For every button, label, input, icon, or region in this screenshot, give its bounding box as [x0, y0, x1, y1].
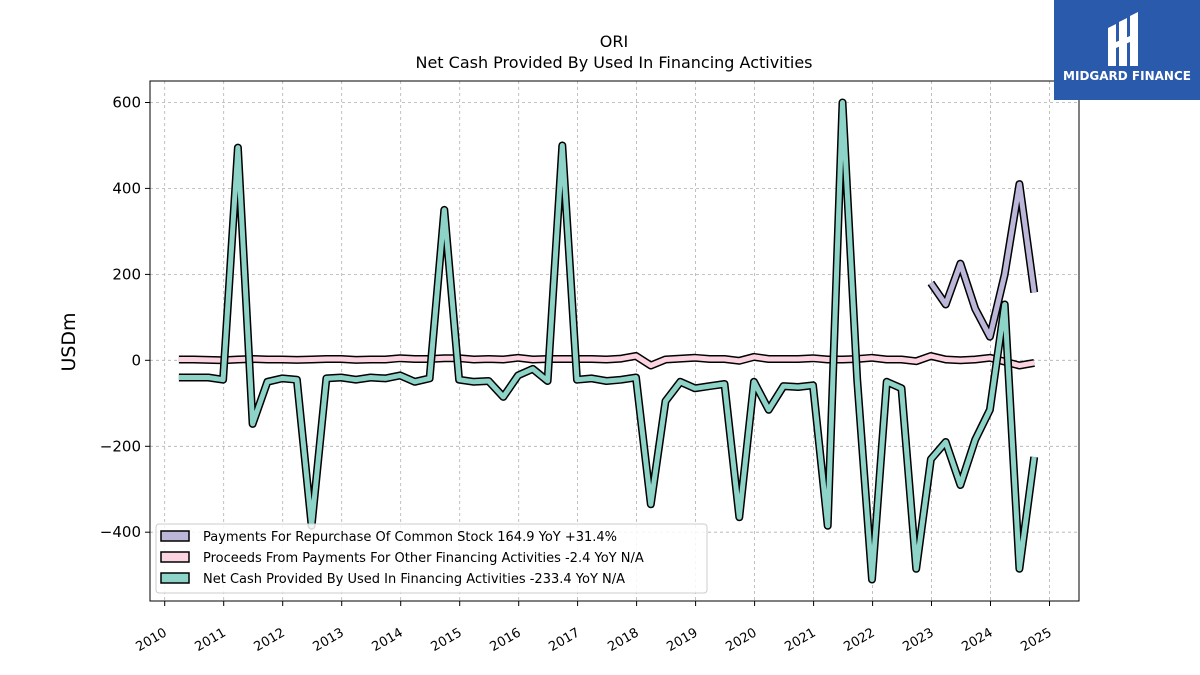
- y-ticks: −400 −200 0 200 400 600: [100, 94, 150, 541]
- grid: [150, 81, 1079, 601]
- y-tick-label: 600: [112, 94, 141, 112]
- x-ticks: 2010 2011 2012 2013 2014 2015 2016 2017 2018 2019…: [134, 601, 1055, 655]
- series-line: [178, 100, 1037, 582]
- plot-frame: [149, 80, 1080, 602]
- x-tick-label: 2022: [841, 625, 877, 655]
- x-tick-label: 2016: [488, 625, 524, 655]
- legend-swatch-repurchase: [160, 530, 190, 542]
- x-tick-label: 2011: [193, 625, 229, 655]
- x-tick-label: 2010: [134, 625, 170, 655]
- legend-label-net-cash: Net Cash Provided By Used In Financing A…: [203, 572, 625, 587]
- x-tick-label: 2025: [1018, 625, 1054, 655]
- series-repurchase: [927, 180, 1039, 341]
- legend-swatch-other-financing: [160, 551, 190, 563]
- chart-title: ORI: [600, 32, 628, 51]
- x-tick-label: 2019: [664, 625, 700, 655]
- x-tick-label: 2024: [959, 625, 995, 655]
- legend-label-other-financing: Proceeds From Payments For Other Financi…: [203, 551, 644, 566]
- y-tick-label: −400: [100, 523, 141, 541]
- x-tick-label: 2023: [900, 625, 936, 655]
- logo-text: MIDGARD FINANCE: [1063, 69, 1191, 83]
- midgard-logo-icon: [1108, 12, 1138, 66]
- series-line-outline: [927, 180, 1039, 341]
- legend-box: [155, 523, 708, 594]
- series-line: [178, 353, 1035, 368]
- y-tick-label: 400: [112, 179, 141, 197]
- legend-swatch-net-cash: [160, 572, 190, 584]
- legend-label-repurchase: Payments For Repurchase Of Common Stock …: [203, 530, 617, 545]
- y-tick-label: −200: [100, 437, 141, 455]
- x-tick-label: 2014: [370, 625, 406, 655]
- series-net-cash: [178, 98, 1039, 584]
- x-tick-label: 2021: [782, 625, 818, 655]
- y-axis-label: USDm: [58, 312, 80, 371]
- series-line: [928, 181, 1037, 340]
- series-other-financing: [178, 352, 1035, 370]
- x-tick-label: 2017: [546, 625, 582, 655]
- series-layer: [178, 98, 1039, 584]
- y-tick-label: 200: [112, 265, 141, 283]
- series-line-outline: [178, 98, 1039, 584]
- x-tick-label: 2018: [605, 625, 641, 655]
- x-tick-label: 2012: [252, 625, 288, 655]
- legend: Payments For Repurchase Of Common Stock …: [155, 523, 708, 594]
- x-tick-label: 2015: [429, 625, 465, 655]
- y-tick-label: 0: [131, 351, 141, 369]
- midgard-finance-logo: MIDGARD FINANCE: [1054, 0, 1200, 100]
- x-tick-label: 2020: [723, 625, 759, 655]
- x-tick-label: 2013: [311, 625, 347, 655]
- chart-subtitle: Net Cash Provided By Used In Financing A…: [415, 53, 812, 72]
